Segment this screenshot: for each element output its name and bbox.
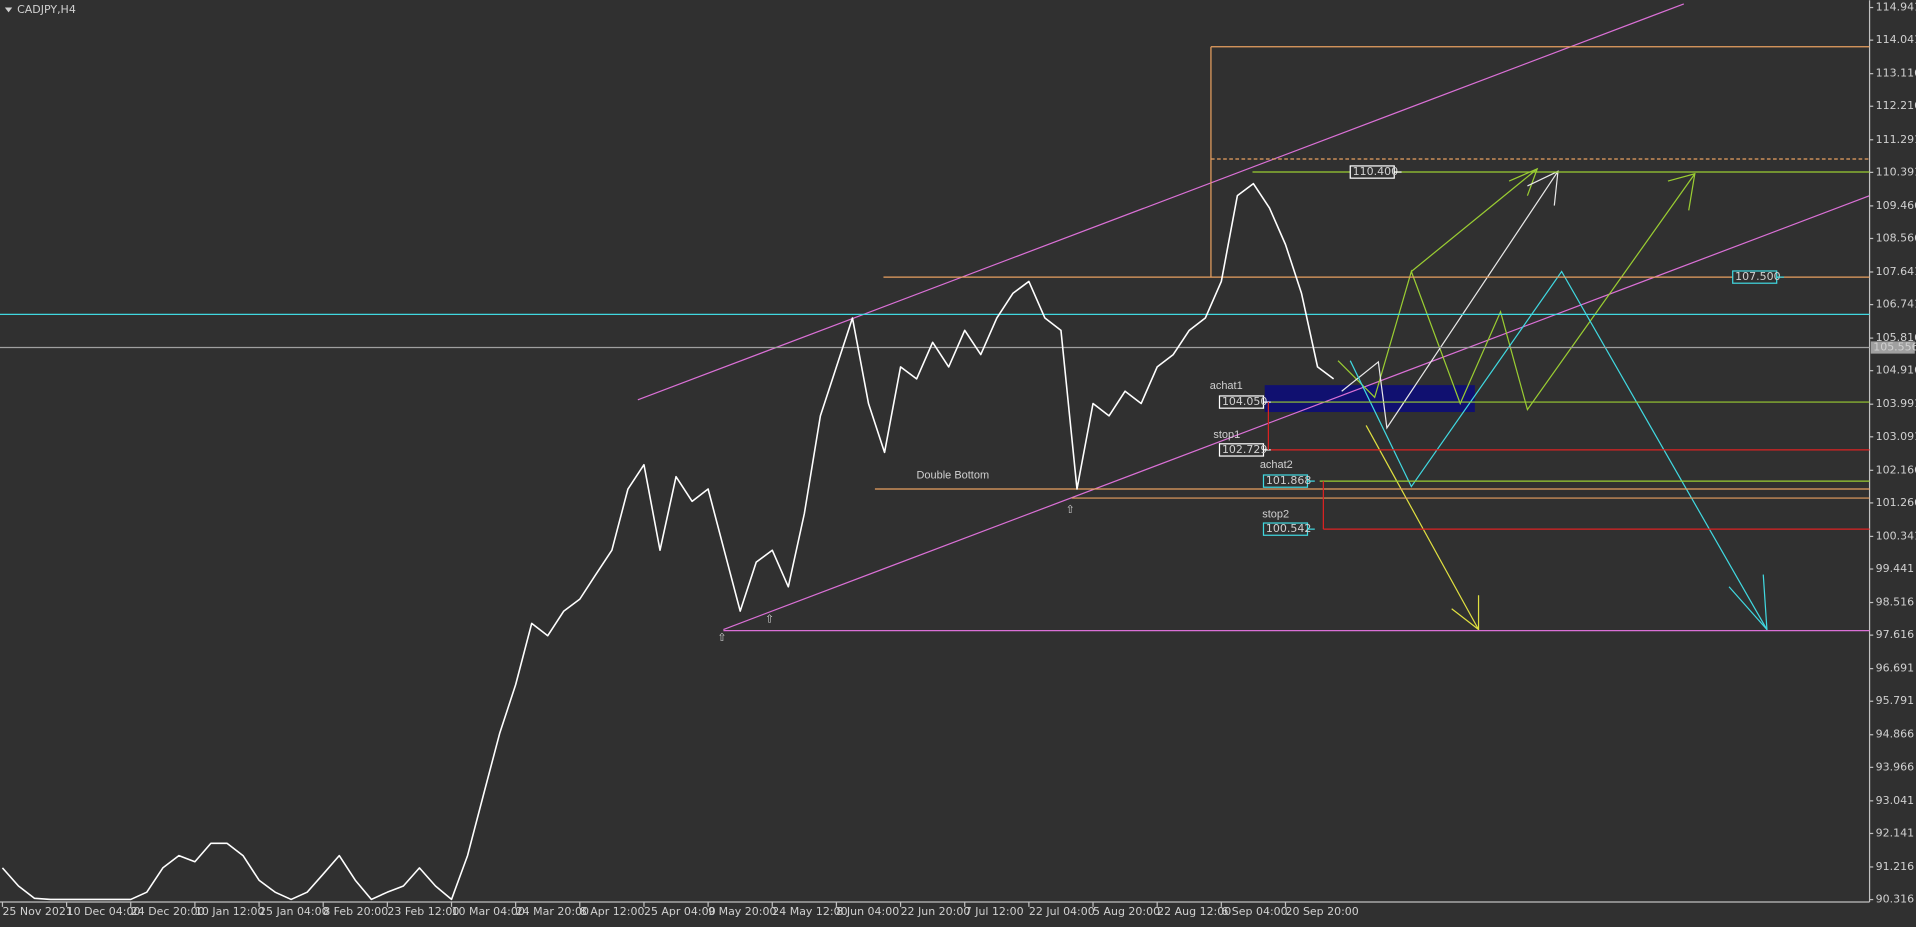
y-tick-label: 107.641 (1876, 265, 1916, 278)
channel-lower (723, 195, 1870, 631)
annotation: achat1 (1210, 380, 1243, 392)
arrow-head (1451, 595, 1480, 631)
x-tick-label: 24 Dec 20:00 (131, 905, 205, 918)
y-tick-label: 103.991 (1876, 397, 1916, 410)
annotation: Double Bottom (916, 469, 989, 481)
x-tick-label: 9 May 20:00 (708, 905, 776, 918)
x-tick-label: 8 Jun 04:00 (836, 905, 899, 918)
y-tick-label: 95.791 (1876, 694, 1914, 707)
y-tick-label: 99.441 (1876, 562, 1914, 575)
x-tick-label: 7 Jul 12:00 (965, 905, 1024, 918)
x-tick-label: 20 Sep 20:00 (1285, 905, 1358, 918)
price-label-box (1870, 341, 1915, 354)
price-label: 100.542 (1266, 522, 1311, 535)
y-tick-label: 100.341 (1876, 529, 1916, 542)
y-tick-label: 109.466 (1876, 199, 1916, 212)
price-label: 107.500 (1735, 270, 1780, 283)
y-tick-label: 93.966 (1876, 760, 1914, 773)
price-label: 102.729 (1222, 443, 1267, 456)
y-tick-label: 92.141 (1876, 826, 1914, 839)
x-tick-label: 5 Aug 20:00 (1093, 905, 1160, 918)
y-tick-label: 103.091 (1876, 430, 1916, 443)
y-tick-label: 110.391 (1876, 165, 1916, 178)
y-tick-label: 96.691 (1876, 662, 1914, 675)
y-tick-label: 104.916 (1876, 364, 1916, 377)
y-tick-label: 114.041 (1876, 33, 1916, 46)
price-label: 104.050 (1222, 395, 1267, 408)
projection-white (1341, 170, 1559, 430)
menu-triangle (4, 7, 13, 13)
x-tick-label: 10 Mar 04:00 (452, 905, 525, 918)
up-arrow-icon: ⇧ (1066, 503, 1075, 516)
x-tick-label: 8 Feb 20:00 (323, 905, 388, 918)
price-label: 105.556 (1873, 341, 1916, 354)
arrow-head (1728, 574, 1768, 632)
x-tick-label: 23 Feb 12:00 (387, 905, 459, 918)
arrow-icons: ⇧ ⇧ ⇧ (717, 503, 1074, 644)
x-tick-label: 24 Mar 20:00 (516, 905, 589, 918)
y-tick-label: 111.291 (1876, 133, 1916, 146)
y-tick-label: 93.041 (1876, 794, 1914, 807)
x-tick-label: 8 Apr 12:00 (580, 905, 645, 918)
x-tick-label: 22 Jul 04:00 (1029, 905, 1095, 918)
arrow-head (1508, 167, 1539, 196)
drawings (637, 3, 1870, 632)
y-tick-label: 98.516 (1876, 596, 1914, 609)
up-arrow-icon: ⇧ (765, 613, 774, 626)
chart-title: CADJPY,H4 (17, 3, 76, 16)
annotation: stop2 (1262, 508, 1289, 520)
projection-yellow (1365, 425, 1480, 630)
price-label: 110.400 (1353, 165, 1398, 178)
y-tick-label: 101.266 (1876, 496, 1916, 509)
x-tick-label: 25 Apr 04:00 (644, 905, 716, 918)
x-tick-label: 22 Aug 12:00 (1157, 905, 1231, 918)
x-tick-label: 6 Sep 04:00 (1221, 905, 1287, 918)
buy-zone (1264, 385, 1475, 413)
y-tick-label: 97.616 (1876, 628, 1914, 641)
x-tick-label: 25 Nov 2021 (2, 905, 72, 918)
channel-upper (637, 3, 1685, 401)
price-label: 101.868 (1266, 474, 1311, 487)
y-tick-label: 112.216 (1876, 99, 1916, 112)
annotation: stop1 (1213, 429, 1240, 441)
price-line (1, 182, 1335, 901)
y-tick-label: 114.941 (1876, 1, 1916, 14)
y-tick-label: 113.116 (1876, 67, 1916, 80)
y-tick-label: 91.216 (1876, 860, 1914, 873)
y-tick-label: 90.316 (1876, 893, 1914, 906)
x-tick-label: 10 Dec 04:00 (67, 905, 141, 918)
up-arrow-icon: ⇧ (717, 631, 726, 644)
x-tick-label: 24 May 12:00 (772, 905, 847, 918)
x-tick-label: 10 Jan 12:00 (195, 905, 265, 918)
x-tick-label: 25 Jan 04:00 (259, 905, 329, 918)
annotation: achat2 (1260, 459, 1293, 471)
arrow-head (1527, 170, 1559, 206)
y-tick-label: 94.866 (1876, 728, 1914, 741)
y-tick-label: 105.816 (1876, 331, 1916, 344)
arrow-head (1667, 172, 1696, 211)
y-tick-label: 108.566 (1876, 231, 1916, 244)
y-tick-label: 102.166 (1876, 463, 1916, 476)
x-tick-label: 22 Jun 20:00 (901, 905, 971, 918)
y-tick-label: 106.741 (1876, 298, 1916, 311)
projection-green (1337, 173, 1696, 411)
projection-green (1410, 168, 1538, 272)
